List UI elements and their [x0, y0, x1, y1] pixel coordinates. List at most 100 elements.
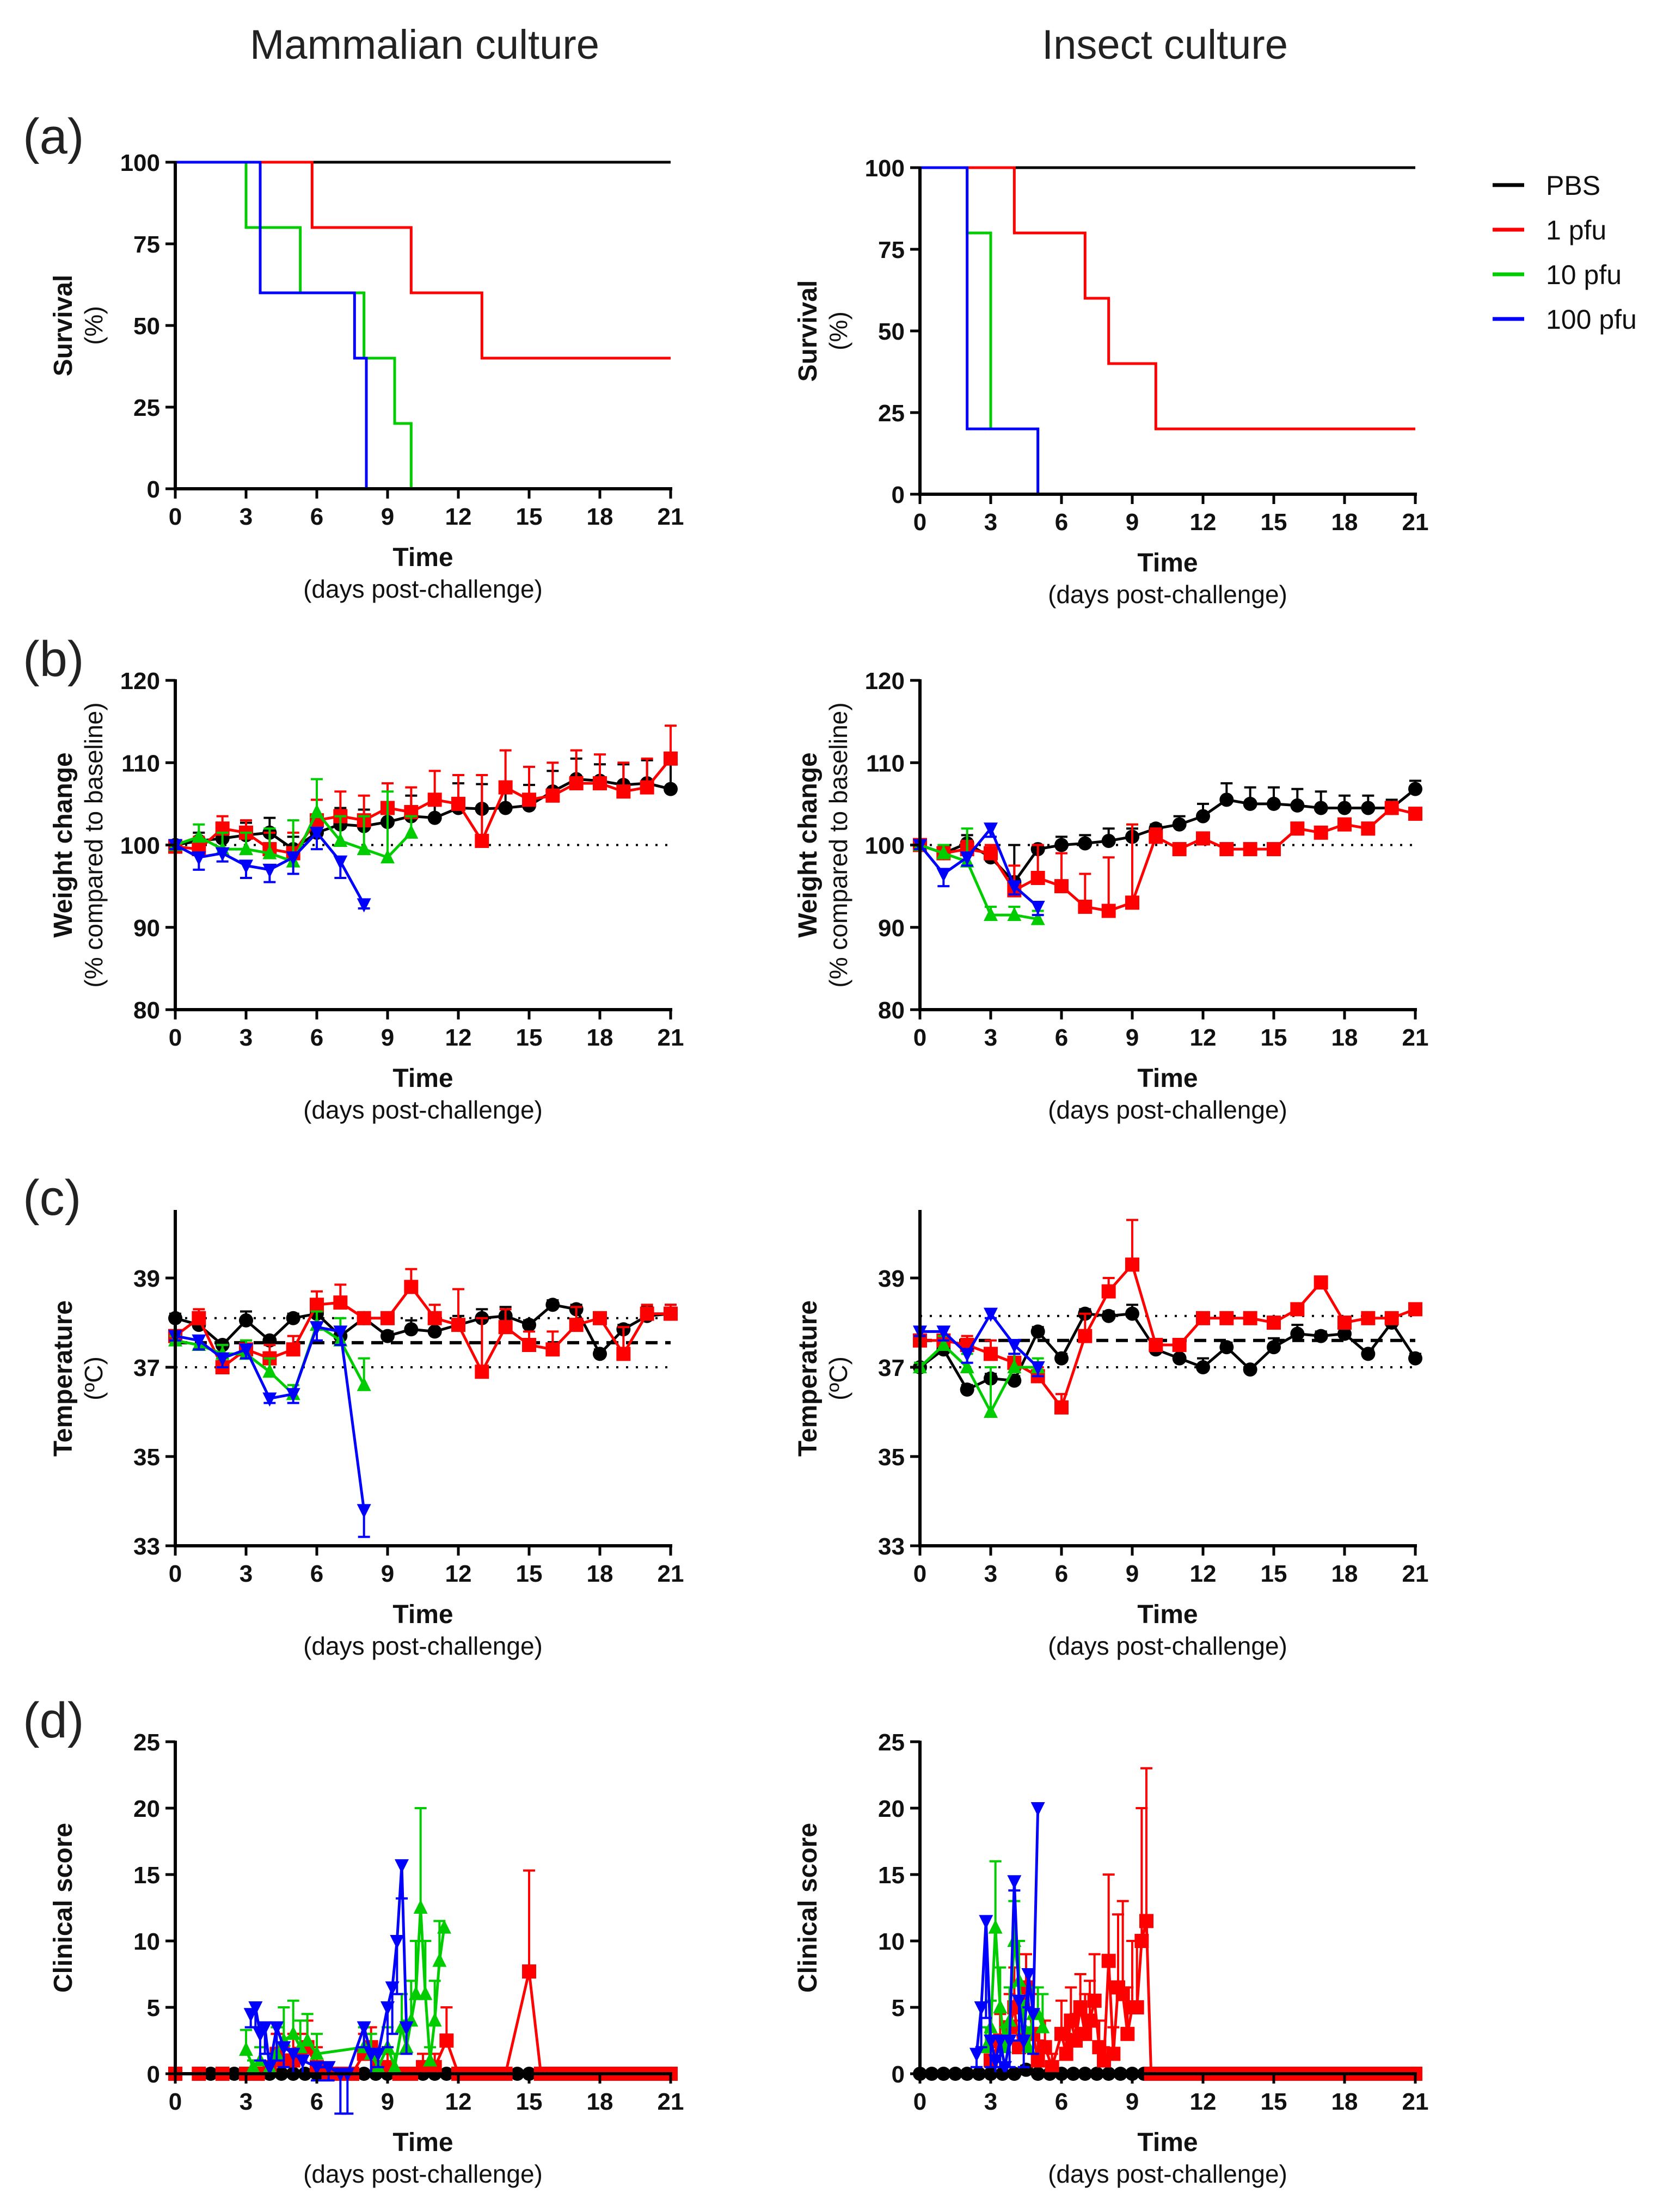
data-point — [1219, 842, 1234, 857]
data-point — [616, 1347, 631, 1361]
data-point — [1290, 821, 1305, 836]
data-point — [984, 907, 998, 921]
y-tick-label: 50 — [878, 318, 905, 345]
y-tick-label: 120 — [865, 668, 905, 695]
x-tick-label: 21 — [658, 2088, 684, 2115]
data-point — [545, 1342, 560, 1357]
data-point — [1219, 792, 1234, 807]
x-tick-label: 3 — [984, 1560, 997, 1587]
y-tick-label: 15 — [133, 1862, 160, 1889]
data-point — [1243, 796, 1257, 811]
y-axis-unit: (% compared to baseline) — [79, 702, 108, 987]
data-point — [1021, 1968, 1036, 1982]
y-axis-title: Clinical score — [49, 1823, 78, 1993]
x-tick-label: 15 — [1261, 509, 1287, 536]
y-axis-title: Temperature — [49, 1300, 78, 1457]
data-point — [1030, 900, 1045, 915]
chart-d-mam: 0 5 10 15 20 25 0 3 6 9 12 15 18 21 Time (days post-cha… — [49, 1729, 684, 2188]
series-100-pfu — [969, 1802, 1045, 2075]
x-tick-label: 15 — [1261, 2088, 1287, 2115]
x-tick-label: 9 — [1126, 2088, 1139, 2115]
data-point — [498, 1320, 513, 1335]
data-point — [1196, 1311, 1210, 1325]
data-point — [1007, 1359, 1022, 1373]
data-point — [936, 1325, 951, 1340]
x-tick-label: 9 — [381, 1560, 394, 1587]
data-point — [427, 2012, 442, 2027]
data-point — [1030, 1324, 1045, 1339]
x-tick-label: 3 — [240, 1560, 253, 1587]
series-10-pfu — [168, 778, 419, 868]
data-point — [640, 780, 654, 795]
data-point — [1030, 1802, 1045, 1816]
x-tick-label: 0 — [913, 1560, 926, 1587]
data-point — [1314, 825, 1328, 840]
series-line — [175, 758, 672, 855]
data-point — [1101, 1284, 1116, 1299]
data-point — [1290, 1326, 1305, 1341]
panel-labels: (a) (b) (c) (d) — [23, 109, 84, 1748]
data-point — [984, 2035, 998, 2049]
data-point — [1408, 807, 1422, 821]
data-point — [1038, 2040, 1052, 2055]
y-tick-label: 35 — [133, 1444, 160, 1471]
data-point — [1314, 801, 1328, 815]
survival-step-line — [175, 161, 368, 489]
x-tick-label: 18 — [587, 1560, 613, 1587]
data-point — [1337, 1316, 1352, 1330]
data-point — [357, 1311, 371, 1325]
legend: PBS 1 pfu 10 pfu 100 pfu — [1493, 170, 1637, 335]
data-point — [286, 851, 300, 866]
data-point — [192, 828, 206, 843]
data-point — [381, 1329, 395, 1343]
data-point — [1054, 1400, 1069, 1415]
data-point — [310, 1321, 324, 1336]
data-point — [357, 1504, 371, 1519]
data-point — [522, 1338, 536, 1352]
data-point — [269, 2021, 284, 2036]
data-point — [664, 1306, 678, 1321]
x-tick-label: 18 — [1331, 1024, 1358, 1051]
data-point — [333, 855, 348, 870]
data-point — [1125, 1257, 1139, 1272]
data-point — [1290, 1302, 1305, 1317]
data-point — [1219, 1340, 1234, 1355]
data-point — [1314, 1329, 1328, 1343]
data-point — [404, 824, 419, 839]
x-tick-label: 0 — [169, 1024, 182, 1051]
data-point — [1054, 1351, 1069, 1366]
data-point — [1130, 2000, 1144, 2014]
data-point — [257, 2021, 272, 2036]
data-point — [296, 2054, 310, 2069]
data-point — [1054, 838, 1069, 852]
data-point — [418, 1986, 433, 2000]
x-tick-label: 0 — [913, 2088, 926, 2115]
data-point — [1314, 1275, 1328, 1290]
series-1-pfu — [920, 166, 1415, 431]
survival-step-line — [920, 166, 1415, 431]
data-point — [1361, 1311, 1376, 1325]
y-axis-unit: (ºC) — [79, 1356, 108, 1400]
data-point — [664, 751, 678, 766]
series-10-pfu — [175, 161, 413, 489]
data-point — [262, 863, 277, 878]
data-point — [1078, 1329, 1093, 1343]
x-tick-label: 9 — [381, 1024, 394, 1051]
series-100-pfu — [168, 1321, 371, 1538]
y-tick-label: 5 — [147, 1995, 160, 2021]
data-point — [1106, 2047, 1121, 2061]
column-titles: Mammalian culture Insect culture — [250, 22, 1288, 68]
data-point — [1243, 1362, 1257, 1377]
data-point — [286, 2048, 300, 2062]
y-tick-label: 90 — [878, 915, 905, 942]
survival-step-line — [920, 166, 1040, 494]
data-point — [409, 1986, 423, 2000]
x-tick-label: 0 — [169, 503, 182, 530]
data-point — [1196, 809, 1210, 824]
y-tick-label: 80 — [878, 997, 905, 1024]
data-point — [1026, 2008, 1040, 2023]
y-tick-label: 25 — [878, 1729, 905, 1756]
x-tick-label: 6 — [1055, 2088, 1068, 2115]
data-point — [357, 841, 371, 856]
